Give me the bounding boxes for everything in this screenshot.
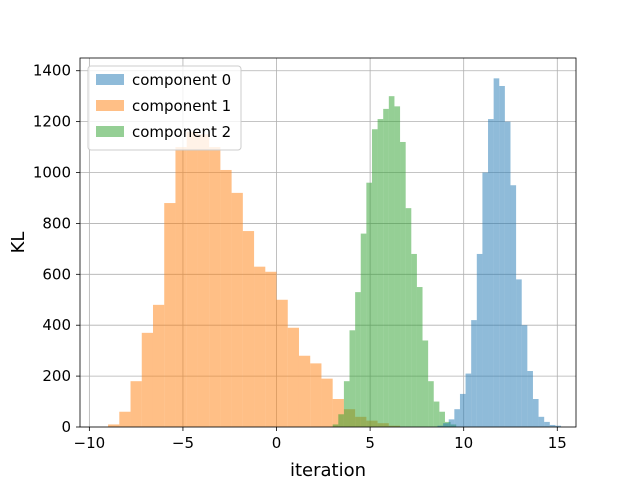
histogram-bar xyxy=(504,121,511,427)
x-tick-label: −5 xyxy=(172,434,194,452)
histogram-bar xyxy=(209,147,221,427)
histogram-bar xyxy=(476,253,483,427)
histogram-bar xyxy=(383,108,389,428)
histogram-bar xyxy=(532,399,539,427)
histogram-bar xyxy=(555,425,562,427)
histogram-bar xyxy=(265,271,277,427)
histogram-bar xyxy=(152,304,165,427)
legend-entry: component 0 xyxy=(132,71,231,89)
histogram-bar xyxy=(186,131,198,428)
histogram-bar xyxy=(411,253,417,427)
histogram-bar xyxy=(355,292,361,427)
histogram-bar xyxy=(349,330,356,427)
histogram-bar xyxy=(482,172,489,427)
histogram-bar xyxy=(276,299,288,427)
histogram-bar xyxy=(465,373,472,427)
histogram-bar xyxy=(338,414,344,427)
x-axis-label: iteration xyxy=(290,460,366,480)
histogram-bar xyxy=(549,424,556,427)
histogram-bar xyxy=(332,399,344,427)
bars xyxy=(108,78,562,428)
histogram-bar xyxy=(119,411,131,427)
histogram-bar xyxy=(332,424,339,427)
histogram-bar xyxy=(298,355,311,427)
series-component-0 xyxy=(437,78,562,428)
histogram-bar xyxy=(254,266,266,427)
histogram-bar xyxy=(366,182,372,427)
plot-frame xyxy=(79,57,577,428)
histogram-bar xyxy=(175,147,187,427)
histogram-bar xyxy=(471,320,477,427)
histogram-bar xyxy=(443,423,449,427)
histogram-bar xyxy=(164,203,176,427)
histogram-bar xyxy=(499,85,505,427)
histogram-bar xyxy=(538,416,545,427)
histogram-bar xyxy=(521,325,528,427)
histogram-bar xyxy=(197,134,210,427)
histogram-bar xyxy=(428,381,434,427)
histogram-bar xyxy=(343,381,350,427)
histogram-bar xyxy=(394,106,401,428)
histogram-bar xyxy=(510,185,517,427)
histogram-bar xyxy=(488,119,494,427)
histogram-bar xyxy=(527,371,533,427)
legend-entry: component 2 xyxy=(132,123,231,141)
legend-swatch xyxy=(96,100,124,111)
legend-swatch xyxy=(96,126,124,137)
histogram-bar xyxy=(422,340,429,427)
y-tick-label: 1000 xyxy=(33,164,71,182)
histogram-bar xyxy=(400,141,406,427)
histogram-bar xyxy=(439,411,445,427)
histogram-bar xyxy=(454,409,460,427)
y-tick-label: 1400 xyxy=(33,62,71,80)
histogram-bar xyxy=(220,169,232,427)
histogram-bar xyxy=(459,393,466,427)
y-tick-label: 200 xyxy=(42,367,71,385)
histogram-bar xyxy=(448,419,455,427)
y-tick-label: 0 xyxy=(61,418,71,436)
y-axis-label: KL xyxy=(8,232,29,254)
legend-swatch xyxy=(96,74,124,85)
histogram-bar xyxy=(388,96,395,427)
histogram-bar xyxy=(544,421,550,427)
y-axis: 0 200 400 600 800 1000 1200 1400 xyxy=(33,62,80,436)
histogram-bar xyxy=(416,287,423,427)
histogram-bar xyxy=(405,208,412,427)
histogram-bar xyxy=(437,425,444,427)
histogram-bar xyxy=(242,231,255,427)
x-tick-label: 10 xyxy=(454,434,473,452)
x-tick-label: 15 xyxy=(548,434,567,452)
histogram-bar xyxy=(377,119,384,427)
legend-box xyxy=(87,65,242,151)
histogram-bar xyxy=(321,378,333,427)
histogram-bar xyxy=(108,424,120,427)
histogram-bar xyxy=(287,327,299,427)
x-tick-label: 5 xyxy=(365,434,375,452)
x-axis: −10 −5 0 5 10 15 xyxy=(74,427,567,452)
histogram-bar xyxy=(516,279,522,427)
histogram-bar xyxy=(360,233,367,427)
legend: component 0 component 1 component 2 xyxy=(87,65,242,151)
x-tick-label: 0 xyxy=(272,434,282,452)
x-tick-label: −10 xyxy=(74,434,106,452)
histogram-bar xyxy=(231,192,243,427)
histogram-bar xyxy=(310,363,322,427)
histogram-bar xyxy=(433,401,440,427)
histogram-bar xyxy=(371,129,378,427)
histogram-bar xyxy=(141,332,153,427)
y-tick-label: 400 xyxy=(42,316,71,334)
y-tick-label: 800 xyxy=(42,214,71,232)
histogram-bar xyxy=(130,381,142,427)
legend-entry: component 1 xyxy=(132,97,231,115)
histogram-bar xyxy=(493,78,500,428)
y-tick-label: 1200 xyxy=(33,113,71,131)
series-component-2 xyxy=(332,96,457,428)
y-tick-label: 600 xyxy=(42,265,71,283)
